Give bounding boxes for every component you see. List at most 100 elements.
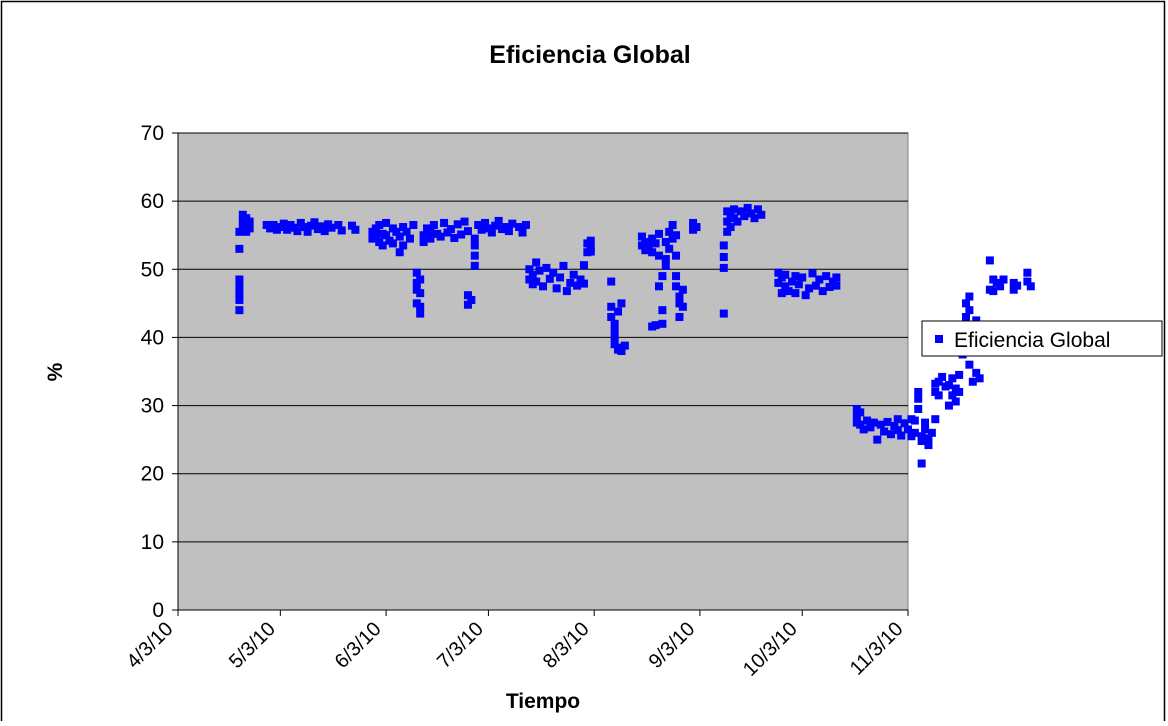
data-point xyxy=(955,387,964,396)
data-point xyxy=(1009,285,1018,294)
data-point xyxy=(317,222,326,231)
data-point xyxy=(481,218,490,227)
data-point xyxy=(825,283,834,292)
data-point xyxy=(610,319,619,328)
data-point xyxy=(334,220,343,229)
y-axis-title: % xyxy=(44,362,67,381)
data-point xyxy=(542,263,551,272)
y-axis-ticks: 0 10 20 30 40 50 60 70 xyxy=(141,122,178,622)
data-point xyxy=(719,241,728,250)
data-point xyxy=(658,319,667,328)
data-point xyxy=(525,275,534,284)
data-point xyxy=(586,236,595,245)
data-point xyxy=(467,295,476,304)
data-point xyxy=(968,377,977,386)
data-point xyxy=(416,289,425,298)
data-point xyxy=(644,241,653,250)
data-point xyxy=(818,287,827,296)
data-point xyxy=(730,205,739,214)
data-point xyxy=(235,306,244,315)
data-point xyxy=(832,281,841,290)
legend-marker xyxy=(935,335,943,343)
data-point xyxy=(832,273,841,282)
data-point xyxy=(733,217,742,226)
data-point xyxy=(1013,281,1022,290)
data-point xyxy=(750,214,759,223)
data-point xyxy=(617,299,626,308)
data-point xyxy=(791,289,800,298)
data-point xyxy=(579,261,588,270)
data-point xyxy=(675,312,684,321)
x-axis-title: Tiempo xyxy=(506,690,580,713)
data-point xyxy=(375,220,384,229)
data-point xyxy=(924,441,933,450)
data-point xyxy=(794,280,803,289)
data-point xyxy=(965,360,974,369)
data-point xyxy=(791,272,800,281)
data-point xyxy=(665,244,674,253)
data-point xyxy=(474,220,483,229)
data-point xyxy=(1023,268,1032,277)
data-point xyxy=(672,231,681,240)
data-point xyxy=(641,246,650,255)
data-point xyxy=(460,217,469,226)
data-point xyxy=(965,292,974,301)
data-point xyxy=(996,282,1005,291)
data-point xyxy=(689,218,698,227)
data-point xyxy=(921,425,930,434)
y-tick-label: 60 xyxy=(141,190,164,213)
data-point xyxy=(378,241,387,250)
data-point xyxy=(805,284,814,293)
data-point xyxy=(917,459,926,468)
data-point xyxy=(429,220,438,229)
data-point xyxy=(450,233,459,242)
data-point xyxy=(279,219,288,228)
data-point xyxy=(620,341,629,350)
data-point xyxy=(559,261,568,270)
data-point xyxy=(416,309,425,318)
data-point xyxy=(518,228,527,237)
data-point xyxy=(614,307,623,316)
plot-area xyxy=(177,132,909,611)
data-point xyxy=(351,225,360,234)
data-point xyxy=(798,273,807,282)
y-tick-label: 70 xyxy=(141,122,164,145)
data-point xyxy=(528,270,537,279)
legend-label: Eficiencia Global xyxy=(954,329,1110,352)
data-point xyxy=(822,272,831,281)
legend-box xyxy=(921,320,1163,357)
data-point xyxy=(382,231,391,240)
chart-title: Eficiencia Global xyxy=(489,41,690,69)
data-point xyxy=(235,289,244,298)
data-point xyxy=(914,394,923,403)
data-point xyxy=(999,275,1008,284)
data-point xyxy=(961,299,970,308)
data-point xyxy=(944,381,953,390)
data-point xyxy=(303,227,312,236)
data-point xyxy=(399,223,408,232)
y-tick-label: 30 xyxy=(141,395,164,418)
data-point xyxy=(525,265,534,274)
data-point xyxy=(648,248,657,257)
data-point xyxy=(388,239,397,248)
data-point xyxy=(914,387,923,396)
data-point xyxy=(392,227,401,236)
data-point xyxy=(545,274,554,283)
data-point xyxy=(948,374,957,383)
data-point xyxy=(269,220,278,229)
data-point xyxy=(910,416,919,425)
data-point xyxy=(856,408,865,417)
data-point xyxy=(327,223,336,232)
data-point xyxy=(658,306,667,315)
y-tick-label: 0 xyxy=(152,599,164,622)
data-point xyxy=(723,217,732,226)
data-point xyxy=(890,422,899,431)
data-point xyxy=(573,281,582,290)
data-point xyxy=(900,419,909,428)
data-point xyxy=(494,216,503,225)
data-point xyxy=(501,223,510,232)
data-point xyxy=(470,241,479,250)
data-point xyxy=(747,209,756,218)
data-point xyxy=(463,300,472,309)
